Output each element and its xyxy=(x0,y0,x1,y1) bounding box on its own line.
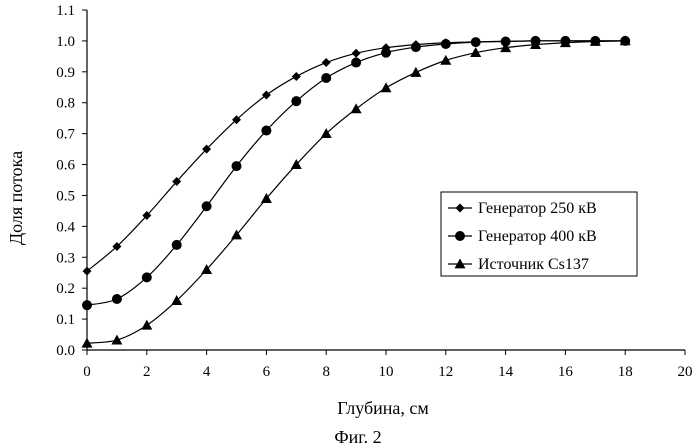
data-point xyxy=(351,103,362,113)
data-point xyxy=(411,42,421,52)
x-tick-label: 6 xyxy=(263,364,271,380)
data-point xyxy=(321,73,331,83)
data-point xyxy=(82,300,92,310)
data-point xyxy=(141,320,152,330)
y-tick-label: 1.0 xyxy=(56,34,75,50)
legend-label: Генератор 250 кВ xyxy=(478,200,597,217)
data-point xyxy=(351,58,361,68)
y-tick-label: 0.1 xyxy=(56,312,75,328)
y-tick-label: 0.8 xyxy=(56,96,75,112)
figure-caption: Фиг. 2 xyxy=(334,427,381,447)
x-tick-label: 4 xyxy=(203,364,211,380)
data-point xyxy=(471,37,481,47)
data-point xyxy=(352,49,361,58)
data-point xyxy=(262,91,271,100)
legend-label: Генератор 400 кВ xyxy=(478,228,597,245)
x-tick-label: 16 xyxy=(558,364,574,380)
data-point xyxy=(112,294,122,304)
x-tick-label: 10 xyxy=(379,364,394,380)
y-tick-label: 0.5 xyxy=(56,188,75,204)
data-point xyxy=(381,48,391,58)
y-tick-label: 0.7 xyxy=(56,127,75,143)
y-tick-label: 1.1 xyxy=(56,3,75,19)
data-point xyxy=(410,67,421,77)
x-axis-title: Глубина, см xyxy=(337,398,429,418)
y-axis-title: Доля потока xyxy=(6,151,26,245)
data-point xyxy=(232,161,242,171)
data-point xyxy=(172,240,182,250)
data-point xyxy=(291,96,301,106)
y-tick-label: 0.4 xyxy=(56,219,75,235)
data-point xyxy=(381,82,392,92)
x-tick-label: 8 xyxy=(322,364,330,380)
data-point xyxy=(202,201,212,211)
y-tick-label: 0.6 xyxy=(56,158,75,174)
data-point xyxy=(142,272,152,282)
x-tick-label: 0 xyxy=(83,364,91,380)
legend-marker xyxy=(455,231,465,241)
x-tick-label: 20 xyxy=(678,364,693,380)
y-tick-label: 0.3 xyxy=(56,250,75,266)
data-point xyxy=(111,335,122,345)
legend-label: Источник Cs137 xyxy=(478,256,589,273)
y-tick-label: 0.0 xyxy=(56,343,75,359)
x-tick-label: 18 xyxy=(618,364,633,380)
x-tick-label: 2 xyxy=(143,364,151,380)
x-tick-label: 12 xyxy=(438,364,453,380)
data-point xyxy=(441,39,451,49)
data-point xyxy=(322,58,331,67)
data-point xyxy=(292,72,301,81)
y-tick-label: 0.2 xyxy=(56,281,75,297)
x-tick-label: 14 xyxy=(498,364,514,380)
data-point xyxy=(261,126,271,136)
data-point xyxy=(440,55,451,65)
chart-legend: Генератор 250 кВ Генератор 400 кВ Источник… xyxy=(441,192,637,276)
y-tick-label: 0.9 xyxy=(56,65,75,81)
